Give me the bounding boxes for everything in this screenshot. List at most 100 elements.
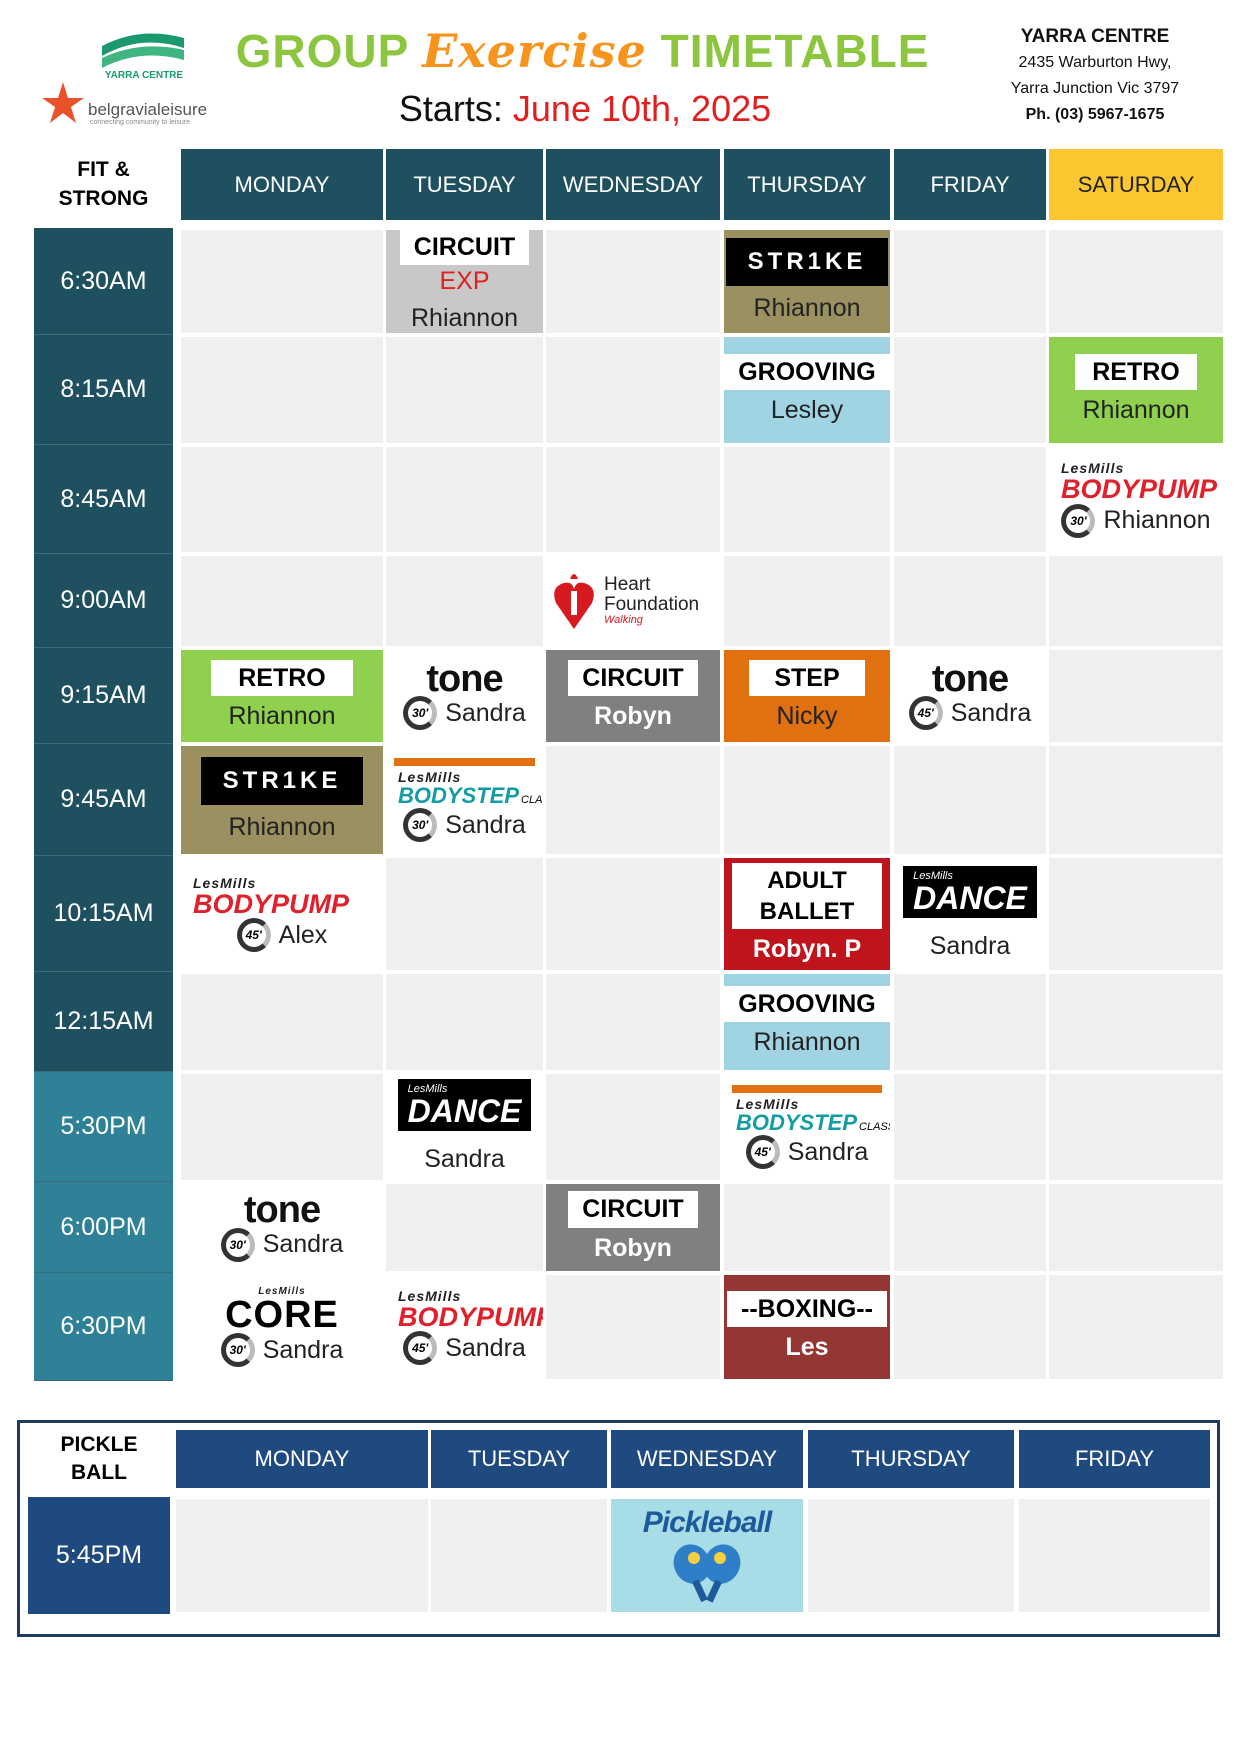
- dance-name: DANCE: [407, 1092, 522, 1129]
- class-cell: LesMills DANCE Sandra: [894, 858, 1046, 970]
- empty-cell: [724, 1184, 890, 1271]
- heart-text: Heart Foundation Walking: [604, 575, 714, 626]
- class-cell: GROOVING Rhiannon: [724, 974, 890, 1070]
- duration-badge: 30': [220, 1333, 255, 1368]
- class-cell: tone 45' Sandra: [894, 650, 1046, 742]
- lesmills-name: BODYPUMP: [1061, 474, 1218, 505]
- class-cell: STR1KE Rhiannon: [181, 746, 383, 854]
- instructor: Robyn: [594, 702, 672, 730]
- instructor: Rhiannon: [228, 702, 336, 730]
- dance-logo: LesMills DANCE: [903, 865, 1037, 918]
- time-label: 8:45AM: [34, 445, 173, 554]
- time-label: 5:30PM: [34, 1072, 173, 1182]
- dance-logo: LesMills DANCE: [397, 1078, 532, 1131]
- yarra-logo-mark: [102, 33, 184, 68]
- instructor: Rhiannon: [753, 294, 861, 323]
- day-header: WEDNESDAY: [611, 1430, 803, 1488]
- lesmills-brand: LesMills: [193, 874, 257, 891]
- instructor: Rhiannon: [228, 812, 336, 841]
- heart-name: Heart Foundation: [604, 574, 700, 616]
- instructor: Les: [785, 1333, 829, 1361]
- heart-logo: Heart Foundation Walking: [552, 569, 714, 633]
- duration-row: 45' Alex: [236, 918, 328, 953]
- empty-cell: [546, 974, 720, 1070]
- instructor: Sandra: [424, 1144, 505, 1173]
- time-label: 6:30PM: [34, 1273, 173, 1381]
- class-cell: CIRCUIT EXP Rhiannon: [386, 230, 543, 333]
- instructor: Sandra: [262, 1230, 344, 1259]
- instructor: Lesley: [770, 396, 844, 424]
- class-cell: tone 30' Sandra: [386, 650, 543, 742]
- time-label: 8:15AM: [34, 335, 173, 445]
- empty-cell: [1049, 974, 1223, 1070]
- lesmills-sub: CLASSIC: [521, 794, 543, 806]
- empty-cell: [181, 337, 383, 443]
- time-label: 9:00AM: [34, 554, 173, 648]
- duration-badge: 30': [403, 808, 438, 842]
- lesmills-brand: LesMills: [736, 1096, 800, 1112]
- instructor: Alex: [278, 920, 328, 949]
- instructor: Sandra: [929, 931, 1011, 960]
- duration-row: 30' Sandra: [403, 696, 526, 731]
- duration-row: 30' Rhiannon: [1061, 503, 1211, 538]
- empty-cell: [386, 1184, 543, 1271]
- empty-cell: [724, 556, 890, 646]
- address: YARRA CENTRE 2435 Warburton Hwy, Yarra J…: [990, 24, 1200, 128]
- class-cell: Heart Foundation Walking: [546, 556, 720, 646]
- lesmills-name-row: BODYPUMP: [193, 890, 349, 918]
- class-cell: LesMills CORE 30' Sandra: [181, 1275, 383, 1379]
- accent-bar: [732, 1085, 882, 1093]
- empty-cell: [546, 858, 720, 970]
- empty-cell: [1019, 1499, 1210, 1612]
- class-name: GROOVING: [724, 353, 890, 390]
- empty-cell: [181, 447, 383, 552]
- title-word: TIMETABLE: [660, 25, 930, 77]
- empty-cell: [894, 1275, 1046, 1379]
- class-cell: LesMillsBODYSTEPCLASSIC45'Sandra: [724, 1074, 890, 1180]
- empty-cell: [1049, 230, 1223, 333]
- empty-cell: [386, 447, 543, 552]
- class-cell: RETRO Rhiannon: [1049, 337, 1223, 443]
- lesmills-name: BODYSTEP: [736, 1110, 858, 1135]
- day-header: TUESDAY: [431, 1430, 607, 1488]
- day-header: TUESDAY: [386, 149, 543, 220]
- day-header: THURSDAY: [724, 149, 890, 220]
- empty-cell: [1049, 1184, 1223, 1271]
- tone-logo: tone: [426, 657, 503, 700]
- address-line: Ph. (03) 5967-1675: [1025, 106, 1165, 123]
- lesmills-brand: LesMills: [398, 769, 462, 785]
- lesmills-name-row: BODYPUMP: [1061, 475, 1217, 503]
- class-cell: STEP Nicky: [724, 650, 890, 742]
- time-label: 5:45PM: [28, 1497, 170, 1614]
- empty-cell: [386, 858, 543, 970]
- core-logo: LesMills CORE: [225, 1286, 339, 1334]
- empty-cell: [546, 230, 720, 333]
- empty-cell: [546, 746, 720, 854]
- duration-badge: 30': [220, 1227, 255, 1262]
- lesmills-name: BODYPUMP: [398, 1301, 543, 1332]
- duration-badge: 30': [1061, 503, 1096, 538]
- duration-badge: 45': [236, 918, 271, 953]
- instructor: Nicky: [776, 702, 838, 730]
- title: GROUP Exercise TIMETABLE: [220, 24, 945, 78]
- tone-logo: tone: [931, 657, 1009, 700]
- empty-cell: [894, 746, 1046, 854]
- heart-icon: [554, 574, 594, 629]
- empty-cell: [546, 1275, 720, 1379]
- class-name: GROOVING: [724, 985, 890, 1022]
- title-word: Exercise: [422, 24, 647, 78]
- day-header: THURSDAY: [808, 1430, 1014, 1488]
- class-name: RETRO: [1075, 353, 1197, 390]
- class-cell: LesMills BODYPUMP 45' Alex: [181, 858, 383, 970]
- strike-logo: STR1KE: [200, 756, 364, 805]
- class-name: CIRCUIT: [399, 230, 530, 266]
- tone-logo: tone: [243, 1189, 321, 1232]
- class-cell: ADULT BALLET Robyn. P: [724, 858, 890, 970]
- instructor: Rhiannon: [410, 303, 519, 332]
- lesmills-logo: LesMillsBODYSTEPCLASSIC: [398, 770, 543, 808]
- class-name: CIRCUIT: [568, 659, 698, 696]
- duration-row: 30' Sandra: [220, 1333, 343, 1368]
- empty-cell: [1049, 746, 1223, 854]
- accent-bar: [393, 758, 536, 766]
- empty-cell: [1049, 858, 1223, 970]
